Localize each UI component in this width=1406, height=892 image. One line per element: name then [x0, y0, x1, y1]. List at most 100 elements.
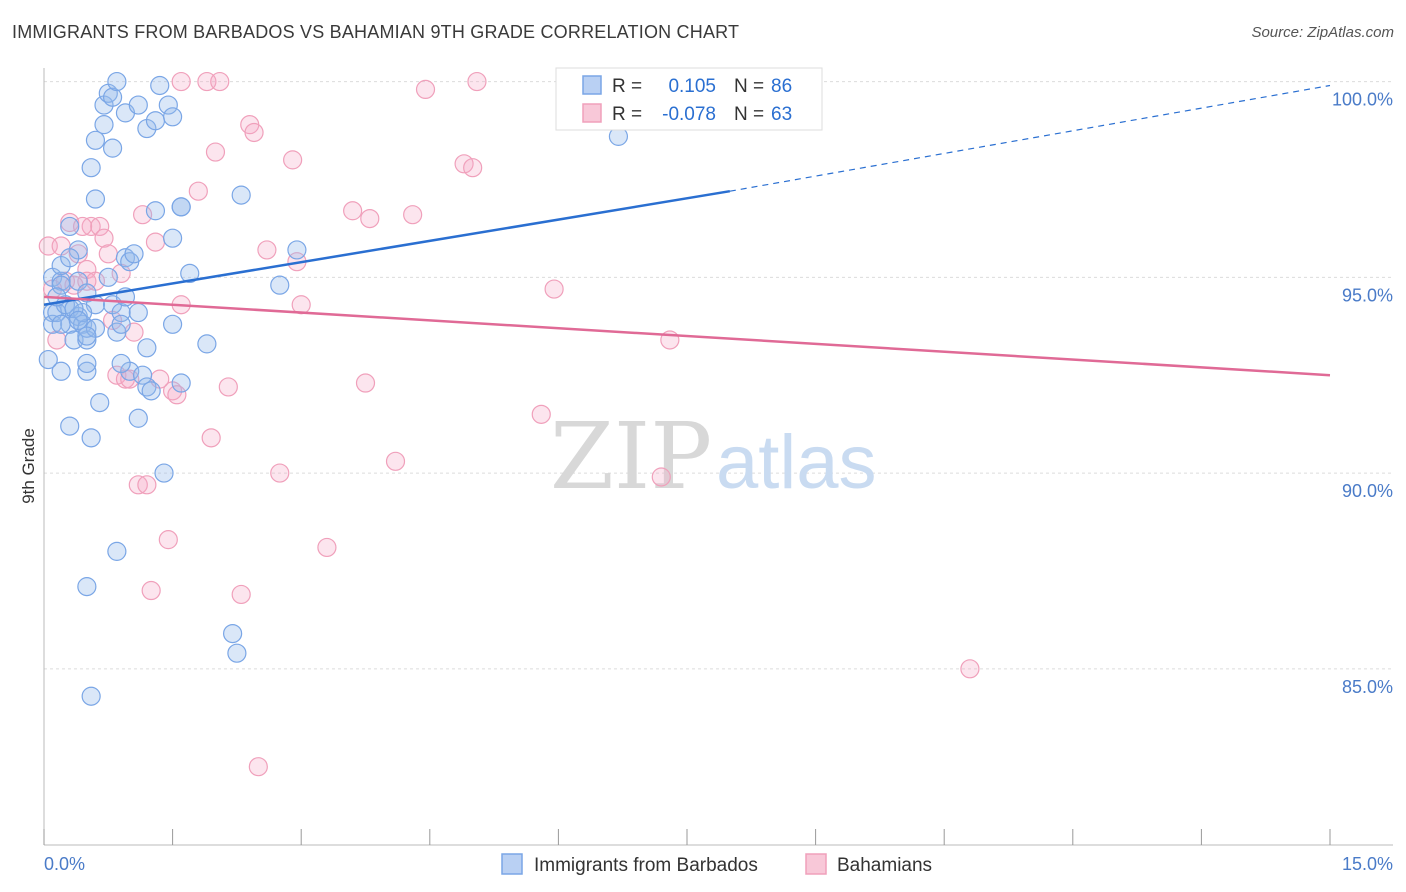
barbados-point-36	[111, 314, 131, 334]
barbados-point-49	[141, 381, 161, 401]
bahamians-point-31	[188, 181, 208, 201]
barbados-point-45	[128, 408, 148, 428]
barbados-point-72	[51, 314, 71, 334]
barbados-point-22	[85, 130, 106, 150]
legend-r-value-1: 0.105	[668, 76, 716, 97]
legend-r-label-2: R =	[612, 104, 642, 125]
barbados-point-77	[60, 248, 80, 268]
barbados-point-30	[102, 87, 123, 107]
barbados-point-65	[270, 275, 290, 295]
trend-lines	[43, 84, 1331, 377]
bahamians-point-21	[132, 205, 153, 225]
watermark-atlas: atlas	[716, 420, 877, 505]
bahamians-point-41	[257, 240, 277, 260]
barbados-point-53	[154, 463, 174, 483]
legend-n-label-2: N =	[734, 104, 764, 125]
bahamians-point-51	[403, 205, 423, 225]
barbados-point-63	[227, 643, 247, 663]
barbados-point-31	[102, 138, 123, 158]
legend-label-bahamians: Bahamians	[837, 855, 932, 876]
barbados-point-27	[94, 115, 114, 135]
trend-line-barbados-extension	[729, 84, 1331, 192]
series-barbados-points	[38, 71, 629, 706]
chart-title: IMMIGRANTS FROM BARBADOS VS BAHAMIAN 9TH…	[12, 22, 740, 42]
bahamians-point-58	[651, 467, 671, 487]
legend-n-value-2: 63	[771, 104, 792, 125]
barbados-point-54	[158, 95, 178, 115]
barbados-point-15	[77, 361, 97, 381]
barbados-point-66	[287, 240, 307, 260]
bahamians-point-36	[218, 377, 238, 397]
barbados-point-50	[145, 201, 166, 221]
bahamians-point-37	[231, 584, 251, 605]
bahamians-point-22	[137, 475, 157, 495]
barbados-point-8	[60, 216, 80, 237]
legend-r-label-1: R =	[612, 76, 642, 97]
bahamians-point-12	[94, 228, 114, 248]
bahamians-point-46	[317, 537, 337, 558]
barbados-point-56	[163, 228, 183, 248]
legend-swatch-barbados	[582, 75, 602, 95]
legend-n-label-1: N =	[734, 76, 764, 97]
x-tick-label-min: 0.0%	[44, 854, 85, 874]
bahamians-point-56	[531, 404, 551, 424]
bahamians-point-35	[210, 71, 230, 92]
watermark-zip: ZIP	[550, 403, 712, 510]
barbados-point-85	[38, 349, 58, 370]
barbados-point-80	[77, 326, 97, 346]
legend-swatch-bahamians	[582, 103, 602, 123]
x-tick-label-max: 15.0%	[1342, 854, 1393, 874]
barbados-point-83	[171, 197, 191, 217]
bahamians-point-50	[385, 451, 406, 471]
legend-n-value-1: 86	[771, 76, 792, 97]
barbados-point-23	[85, 189, 106, 209]
bahamians-point-48	[355, 373, 376, 393]
bahamians-point-24	[145, 232, 166, 252]
barbados-point-81	[111, 353, 131, 374]
barbados-point-42	[124, 244, 144, 264]
y-tick-label-100: 100.0%	[1332, 90, 1393, 110]
bahamians-point-43	[283, 150, 303, 170]
barbados-point-59	[171, 373, 191, 393]
bahamians-point-30	[171, 71, 191, 92]
barbados-point-33	[107, 71, 127, 92]
barbados-point-78	[51, 275, 71, 295]
axes	[43, 68, 1393, 846]
bahamians-point-28	[167, 385, 187, 405]
legend-marker-barbados	[501, 853, 523, 875]
bahamians-point-23	[141, 580, 161, 601]
barbados-point-55	[163, 107, 183, 127]
y-tick-label-90: 90.0%	[1342, 481, 1393, 501]
legend-marker-bahamians	[805, 853, 827, 875]
bahamians-point-42	[270, 463, 290, 483]
y-tick-label-95: 95.0%	[1342, 285, 1393, 305]
barbados-point-79	[68, 310, 88, 330]
barbados-point-20	[81, 158, 101, 178]
barbados-point-16	[77, 353, 97, 374]
stats-legend: R = 0.105 N = 86 R = -0.078 N = 63	[555, 67, 823, 131]
bahamians-point-18	[120, 369, 140, 389]
barbados-point-82	[137, 338, 157, 358]
barbados-point-62	[223, 623, 243, 644]
barbados-point-70	[81, 686, 101, 706]
bahamians-point-49	[360, 209, 380, 229]
barbados-point-5	[51, 361, 71, 381]
trend-line-barbados	[43, 189, 731, 306]
bahamians-point-13	[98, 244, 118, 264]
barbados-point-61	[197, 334, 217, 354]
y-tick-label-85: 85.0%	[1342, 677, 1393, 697]
bahamians-point-61	[47, 330, 67, 350]
barbados-point-69	[77, 577, 97, 597]
trend-line-bahamians	[43, 295, 1331, 377]
bahamians-point-11	[90, 216, 110, 237]
bahamians-point-60	[960, 659, 980, 679]
barbados-point-44	[128, 95, 148, 115]
bahamians-point-54	[463, 158, 483, 178]
y-axis-label: 9th Grade	[19, 428, 38, 504]
bahamians-point-55	[467, 71, 487, 92]
bahamians-point-26	[158, 530, 178, 550]
bahamians-point-57	[544, 279, 564, 299]
series-legend: Immigrants from Barbados Bahamians	[501, 853, 932, 876]
barbados-point-51	[145, 111, 166, 131]
